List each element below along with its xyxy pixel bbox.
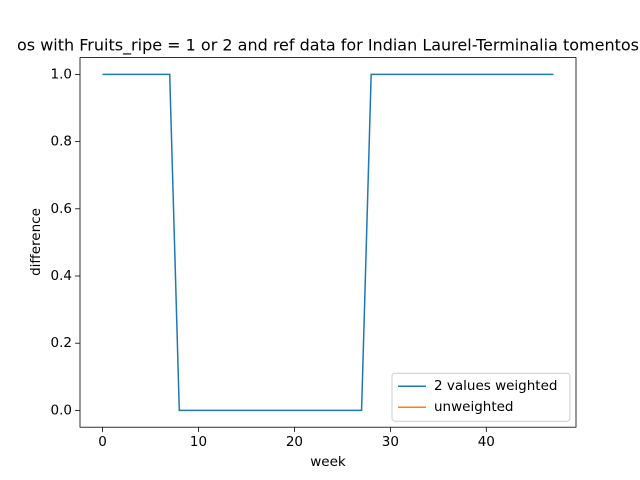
x-tick-label: 0 (98, 434, 107, 450)
x-tick-label: 40 (478, 434, 495, 450)
x-tick-label: 30 (382, 434, 399, 450)
y-tick-label: 0.6 (51, 201, 72, 217)
legend-label: unweighted (434, 399, 514, 415)
y-tick-label: 1.0 (51, 66, 72, 82)
legend-box (391, 372, 571, 422)
x-tick-label: 20 (286, 434, 303, 450)
y-axis-label: difference (28, 208, 44, 276)
chart-title: os with Fruits_ripe = 1 or 2 and ref dat… (17, 36, 639, 56)
y-tick-label: 0.0 (51, 402, 72, 418)
y-tick-label: 0.4 (51, 268, 72, 284)
line-series (102, 73, 554, 412)
x-axis-label: week (310, 454, 346, 470)
x-tick-label: 10 (190, 434, 207, 450)
plot-frame (79, 57, 577, 428)
legend-label: 2 values weighted (434, 378, 557, 394)
y-tick-label: 0.8 (51, 134, 72, 150)
y-tick-label: 0.2 (51, 335, 72, 351)
